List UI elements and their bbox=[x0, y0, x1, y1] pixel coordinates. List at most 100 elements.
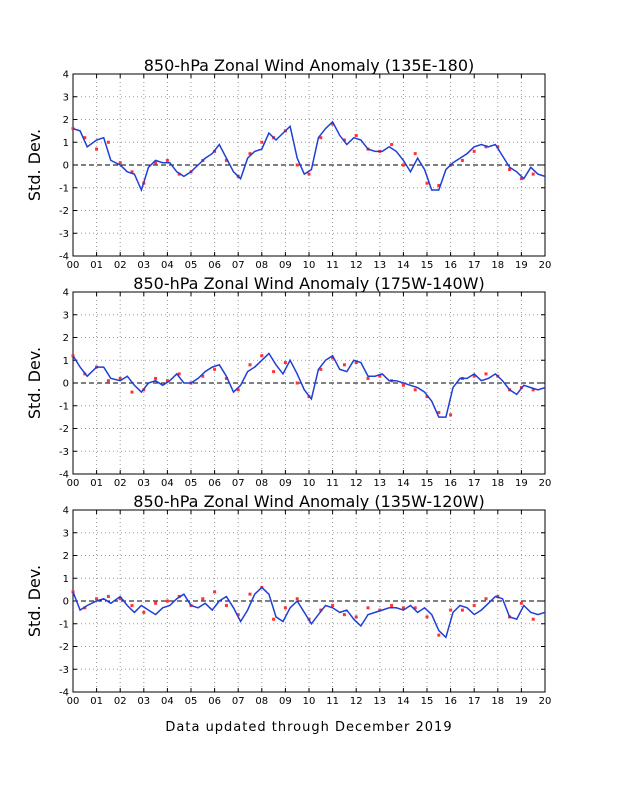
top-y-tick-label-7: 3 bbox=[63, 92, 69, 103]
bottom-point-18 bbox=[283, 606, 287, 610]
middle-point-23 bbox=[342, 363, 346, 367]
middle-x-tick-label-13: 13 bbox=[373, 478, 386, 489]
middle-x-tick-label-08: 08 bbox=[255, 478, 268, 489]
bottom-point-22 bbox=[331, 604, 335, 608]
top-x-tick-label-20: 20 bbox=[539, 260, 552, 271]
bottom-point-21 bbox=[319, 608, 323, 612]
middle-x-tick-label-05: 05 bbox=[185, 478, 198, 489]
middle-point-28 bbox=[401, 383, 405, 387]
top-x-tick-label-19: 19 bbox=[515, 260, 528, 271]
middle-point-18 bbox=[283, 361, 287, 365]
bottom-point-30 bbox=[425, 615, 429, 619]
chart-title-middle: 850-hPa Zonal Wind Anomaly (175W-140W) bbox=[133, 274, 484, 293]
bottom-point-24 bbox=[354, 615, 358, 619]
middle-x-tick-label-00: 00 bbox=[67, 478, 80, 489]
top-x-tick-label-08: 08 bbox=[255, 260, 268, 271]
middle-x-tick-label-03: 03 bbox=[137, 478, 150, 489]
bottom-point-23 bbox=[342, 613, 346, 617]
top-y-tick-label-3: -1 bbox=[59, 183, 69, 194]
bottom-x-tick-label-05: 05 bbox=[185, 696, 198, 707]
middle-x-tick-label-15: 15 bbox=[421, 478, 434, 489]
top-y-tick-label-6: 2 bbox=[63, 115, 69, 126]
middle-point-17 bbox=[272, 370, 276, 374]
bottom-x-tick-label-00: 00 bbox=[67, 696, 80, 707]
top-x-tick-label-14: 14 bbox=[397, 260, 410, 271]
bottom-x-tick-label-16: 16 bbox=[444, 696, 457, 707]
middle-point-21 bbox=[319, 367, 323, 371]
top-smoothed-line bbox=[72, 120, 546, 193]
y-axis-label-bottom: Std. Dev. bbox=[25, 565, 44, 637]
middle-x-tick-label-12: 12 bbox=[350, 478, 363, 489]
bottom-x-tick-label-14: 14 bbox=[397, 696, 410, 707]
middle-point-22 bbox=[331, 356, 335, 360]
bottom-y-tick-label-7: 3 bbox=[63, 528, 69, 539]
bottom-y-tick-label-6: 2 bbox=[63, 551, 69, 562]
bottom-point-19 bbox=[295, 597, 299, 601]
top-point-33 bbox=[460, 158, 464, 162]
middle-x-tick-label-16: 16 bbox=[444, 478, 457, 489]
bottom-point-25 bbox=[366, 606, 370, 610]
top-point-19 bbox=[295, 163, 299, 167]
bottom-x-tick-label-10: 10 bbox=[303, 696, 316, 707]
bottom-point-38 bbox=[519, 601, 523, 605]
middle-point-26 bbox=[378, 374, 382, 378]
top-x-tick-label-09: 09 bbox=[279, 260, 292, 271]
top-point-15 bbox=[248, 152, 252, 156]
top-point-28 bbox=[401, 163, 405, 167]
middle-point-12 bbox=[213, 367, 217, 371]
bottom-x-tick-label-09: 09 bbox=[279, 696, 292, 707]
bottom-y-tick-label-4: 0 bbox=[63, 597, 69, 608]
middle-point-39 bbox=[531, 388, 535, 392]
top-point-34 bbox=[472, 149, 476, 153]
bottom-point-29 bbox=[413, 606, 417, 610]
top-x-tick-label-15: 15 bbox=[421, 260, 434, 271]
top-x-tick-label-17: 17 bbox=[468, 260, 481, 271]
bottom-point-27 bbox=[390, 604, 394, 608]
top-point-0 bbox=[71, 127, 75, 131]
top-point-7 bbox=[154, 161, 158, 165]
chart-title-bottom: 850-hPa Zonal Wind Anomaly (135W-120W) bbox=[133, 492, 484, 511]
bottom-point-33 bbox=[460, 608, 464, 612]
top-y-tick-label-1: -3 bbox=[59, 229, 69, 240]
bottom-point-7 bbox=[154, 601, 158, 605]
top-y-tick-label-2: -2 bbox=[59, 206, 69, 217]
bottom-point-17 bbox=[272, 617, 276, 621]
top-x-tick-label-11: 11 bbox=[326, 260, 339, 271]
bottom-x-tick-label-20: 20 bbox=[539, 696, 552, 707]
top-point-31 bbox=[437, 183, 441, 187]
top-x-tick-label-02: 02 bbox=[114, 260, 127, 271]
bottom-smoothed-line bbox=[72, 586, 546, 639]
middle-x-tick-label-02: 02 bbox=[114, 478, 127, 489]
top-point-20 bbox=[307, 172, 311, 176]
top-point-21 bbox=[319, 136, 323, 140]
top-point-16 bbox=[260, 140, 264, 144]
middle-point-35 bbox=[484, 372, 488, 376]
middle-x-tick-label-18: 18 bbox=[491, 478, 504, 489]
top-x-tick-label-04: 04 bbox=[161, 260, 174, 271]
middle-point-30 bbox=[425, 395, 429, 399]
top-y-tick-label-8: 4 bbox=[63, 70, 69, 81]
middle-y-tick-label-7: 3 bbox=[63, 310, 69, 321]
middle-x-tick-label-06: 06 bbox=[208, 478, 221, 489]
middle-x-tick-label-11: 11 bbox=[326, 478, 339, 489]
middle-point-14 bbox=[236, 388, 240, 392]
bottom-x-tick-label-12: 12 bbox=[350, 696, 363, 707]
top-point-39 bbox=[531, 172, 535, 176]
middle-y-tick-label-8: 4 bbox=[63, 288, 69, 299]
middle-x-tick-label-19: 19 bbox=[515, 478, 528, 489]
panel-bottom: 850-hPa Zonal Wind Anomaly (135W-120W) S… bbox=[25, 492, 551, 707]
top-x-tick-label-05: 05 bbox=[185, 260, 198, 271]
top-x-tick-label-00: 00 bbox=[67, 260, 80, 271]
top-point-8 bbox=[165, 158, 169, 162]
bottom-x-tick-label-18: 18 bbox=[491, 696, 504, 707]
middle-point-34 bbox=[472, 374, 476, 378]
middle-x-tick-label-04: 04 bbox=[161, 478, 174, 489]
top-point-13 bbox=[224, 158, 228, 162]
bottom-point-35 bbox=[484, 597, 488, 601]
bottom-point-4 bbox=[118, 597, 122, 601]
top-point-5 bbox=[130, 170, 134, 174]
bottom-point-12 bbox=[213, 590, 217, 594]
top-x-tick-label-13: 13 bbox=[373, 260, 386, 271]
middle-x-tick-label-07: 07 bbox=[232, 478, 245, 489]
top-x-tick-label-12: 12 bbox=[350, 260, 363, 271]
